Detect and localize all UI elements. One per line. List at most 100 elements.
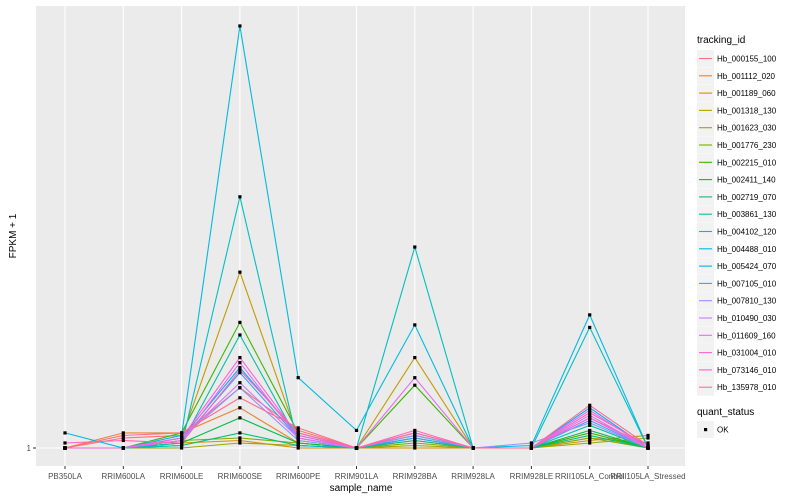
data-point xyxy=(354,428,359,433)
data-point xyxy=(121,431,125,435)
y-tick-label: 1 xyxy=(27,444,32,453)
legend-label: Hb_073146_010 xyxy=(717,366,777,375)
x-tick-label: RRIM928LE xyxy=(510,472,554,481)
data-point xyxy=(180,433,184,438)
data-point xyxy=(588,431,592,435)
x-tick-label: PB350LA xyxy=(48,472,82,481)
data-points xyxy=(63,24,650,450)
data-point xyxy=(354,446,359,450)
data-point xyxy=(121,438,125,443)
data-point xyxy=(180,438,184,443)
data-point xyxy=(413,441,417,445)
data-point xyxy=(296,433,300,438)
legend-label: Hb_003861_130 xyxy=(717,210,777,219)
data-point xyxy=(588,418,592,422)
data-point xyxy=(413,431,417,435)
legend-label: Hb_007105_010 xyxy=(717,279,777,288)
data-point xyxy=(238,396,242,400)
data-point xyxy=(413,245,417,249)
data-point xyxy=(238,355,242,360)
data-point xyxy=(529,446,533,450)
data-point xyxy=(588,325,592,330)
data-point xyxy=(238,436,242,440)
data-point xyxy=(588,441,592,445)
data-point xyxy=(238,366,242,370)
legend-label: Hb_001318_130 xyxy=(717,106,777,115)
x-tick-label: RRIM928BA xyxy=(393,472,438,481)
data-point xyxy=(180,436,184,440)
x-axis: PB350LA RRIM600LA RRIM600LE RRIM600SE RRIM60… xyxy=(48,466,686,481)
data-point xyxy=(413,323,417,327)
x-tick-label: RRIM600LA xyxy=(102,472,146,481)
data-point xyxy=(413,436,417,440)
data-point xyxy=(238,320,242,325)
data-point xyxy=(588,421,592,425)
data-point xyxy=(646,446,650,450)
data-point xyxy=(121,436,125,440)
data-point xyxy=(588,413,592,417)
data-point xyxy=(588,433,592,438)
data-point xyxy=(238,371,242,375)
legend-label: Hb_001112_020 xyxy=(717,72,776,81)
data-point xyxy=(296,446,300,450)
data-point xyxy=(296,438,300,443)
x-tick-label: RRII105LA_Control xyxy=(555,472,625,481)
legend-label: Hb_001776_230 xyxy=(717,141,777,150)
data-point xyxy=(238,360,242,365)
data-point xyxy=(296,431,300,435)
x-axis-title: sample_name xyxy=(330,483,393,494)
data-point xyxy=(238,270,242,274)
data-point xyxy=(296,443,300,448)
data-point xyxy=(588,423,592,427)
legend-label: Hb_001189_060 xyxy=(717,89,776,98)
data-point xyxy=(238,438,242,443)
data-point xyxy=(588,411,592,415)
data-point xyxy=(471,446,475,450)
data-point xyxy=(413,438,417,443)
data-point xyxy=(588,313,592,317)
data-point xyxy=(180,443,184,448)
data-point xyxy=(413,433,417,438)
data-point xyxy=(296,441,300,445)
data-point xyxy=(180,441,184,445)
legend-title-tracking-id: tracking_id xyxy=(697,35,745,46)
x-tick-label: RRIM600SE xyxy=(218,472,262,481)
legend-label: Hb_002215_010 xyxy=(717,158,777,167)
data-point xyxy=(63,441,67,445)
legend-label: Hb_002719_070 xyxy=(717,193,777,202)
data-point xyxy=(180,446,184,450)
data-point xyxy=(646,436,650,440)
data-point xyxy=(588,436,592,440)
data-point xyxy=(646,441,650,445)
legend-label: Hb_004102_120 xyxy=(717,228,777,237)
data-point xyxy=(646,443,650,448)
data-point xyxy=(588,438,592,443)
legend-label: Hb_135978_010 xyxy=(717,383,777,392)
legend-label: Hb_002411_140 xyxy=(717,176,776,185)
data-point xyxy=(413,446,417,450)
y-axis: 1 xyxy=(27,444,36,453)
data-point xyxy=(588,403,592,407)
legend-label: Hb_031004_010 xyxy=(717,349,777,358)
data-point xyxy=(529,443,533,448)
plot-panel xyxy=(36,6,685,466)
data-point xyxy=(180,431,184,435)
data-point xyxy=(413,428,417,433)
legend-label: Hb_000155_100 xyxy=(717,55,777,64)
x-tick-label: RRIM600PE xyxy=(276,472,320,481)
data-point xyxy=(238,24,242,28)
legend-label: Hb_007810_130 xyxy=(717,297,777,306)
data-point xyxy=(588,408,592,412)
data-point xyxy=(238,406,242,410)
legend-key-point xyxy=(704,428,708,432)
data-point xyxy=(296,436,300,440)
x-tick-label: RRIM600LE xyxy=(160,472,204,481)
legend-label: OK xyxy=(717,426,729,435)
legend-label: Hb_010490_030 xyxy=(717,314,777,323)
legend: tracking_id Hb_000155_100 Hb_001112_020 Hb_… xyxy=(697,35,777,438)
data-point xyxy=(413,383,417,387)
data-point xyxy=(296,428,300,433)
data-point xyxy=(238,368,242,372)
data-point xyxy=(238,441,242,445)
